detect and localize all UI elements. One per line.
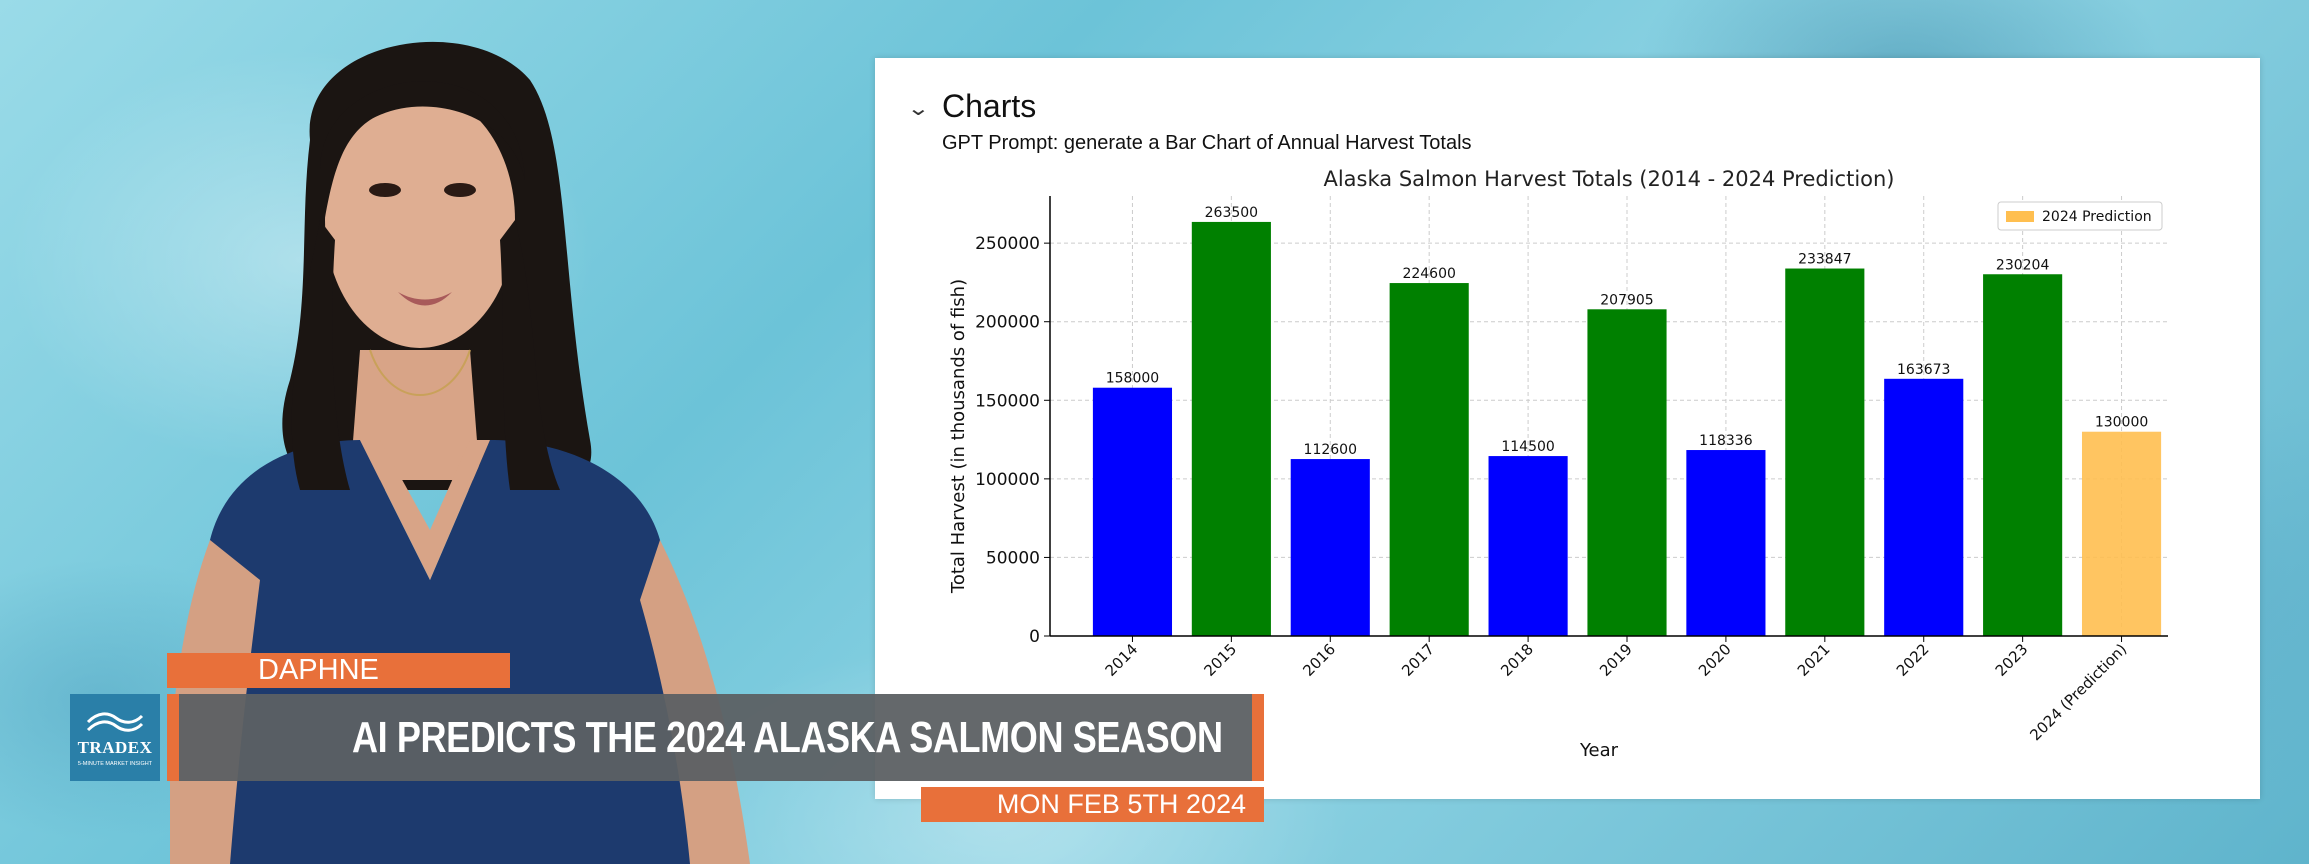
bar	[1587, 309, 1667, 636]
broadcast-date: MON FEB 5TH 2024	[996, 789, 1246, 819]
bar	[1686, 450, 1766, 636]
bar	[1488, 456, 1568, 636]
bar-value-label: 263500	[1205, 205, 1258, 221]
panel-title: Charts	[942, 88, 1037, 124]
x-tick-label: 2016	[1299, 640, 1339, 680]
y-tick-label: 200000	[975, 313, 1040, 333]
bar	[1785, 268, 1865, 636]
panel-prompt: GPT Prompt: generate a Bar Chart of Annu…	[942, 132, 1472, 154]
logo-subtext: 5-MINUTE MARKET INSIGHT	[77, 761, 153, 767]
bar	[1983, 274, 2063, 636]
tradex-logo: TRADEX 5-MINUTE MARKET INSIGHT	[70, 694, 160, 781]
x-tick-label: 2018	[1497, 640, 1537, 680]
bar-chart: Alaska Salmon Harvest Totals (2014 - 202…	[948, 167, 2168, 761]
x-tick-label: 2023	[1992, 640, 2032, 680]
name-bar	[167, 653, 510, 688]
bar-value-label: 230204	[1996, 257, 2050, 273]
x-tick-label: 2019	[1596, 640, 1636, 680]
bar	[1092, 387, 1173, 636]
y-tick-label: 100000	[975, 470, 1040, 490]
bar-value-label: 112600	[1304, 442, 1357, 458]
bar-value-label: 224600	[1402, 266, 1455, 282]
bar	[2081, 431, 2162, 636]
y-tick-label: 50000	[986, 548, 1040, 568]
x-tick-label: 2014	[1102, 640, 1142, 680]
x-tick-label: 2017	[1398, 640, 1438, 680]
legend-swatch	[2006, 211, 2034, 222]
x-tick-label: 2021	[1794, 640, 1834, 680]
y-tick-label: 0	[1029, 627, 1040, 647]
bar-value-label: 158000	[1106, 371, 1159, 387]
x-tick-label: 2020	[1695, 640, 1735, 680]
wave-icon	[86, 712, 144, 732]
chart-title: Alaska Salmon Harvest Totals (2014 - 202…	[1323, 167, 1894, 191]
x-axis-label: Year	[1579, 740, 1619, 761]
bar-value-label: 114500	[1501, 439, 1554, 455]
y-tick-label: 250000	[975, 234, 1040, 254]
bar	[1191, 221, 1271, 636]
date-bar	[921, 787, 1264, 822]
presenter-name: DAPHNE	[258, 654, 379, 686]
collapse-chevron-icon[interactable]: ⌄	[906, 96, 931, 120]
y-axis-label: Total Harvest (in thousands of fish)	[948, 279, 969, 594]
bar-value-label: 130000	[2095, 415, 2148, 431]
y-tick-label: 150000	[975, 391, 1040, 411]
bar-value-label: 207905	[1600, 292, 1653, 308]
bar-value-label: 163673	[1897, 362, 1950, 378]
headline-accent-left	[167, 694, 179, 781]
x-tick-label: 2024 (Prediction)	[2026, 640, 2130, 744]
headline-text: AI PREDICTS THE 2024 ALASKA SALMON SEASO…	[352, 713, 1223, 762]
bar-value-label: 233847	[1798, 252, 1851, 268]
headline-bar	[179, 694, 1252, 781]
x-tick-label: 2022	[1893, 640, 1933, 680]
legend-label: 2024 Prediction	[2042, 209, 2152, 225]
logo-text: TRADEX	[77, 738, 153, 757]
bar	[1389, 283, 1469, 636]
x-tick-label: 2015	[1200, 640, 1240, 680]
headline-accent-right	[1252, 694, 1264, 781]
bar-value-label: 118336	[1699, 433, 1753, 449]
bar	[1290, 459, 1370, 636]
legend-box	[1997, 201, 2163, 231]
bar	[1884, 378, 1964, 636]
